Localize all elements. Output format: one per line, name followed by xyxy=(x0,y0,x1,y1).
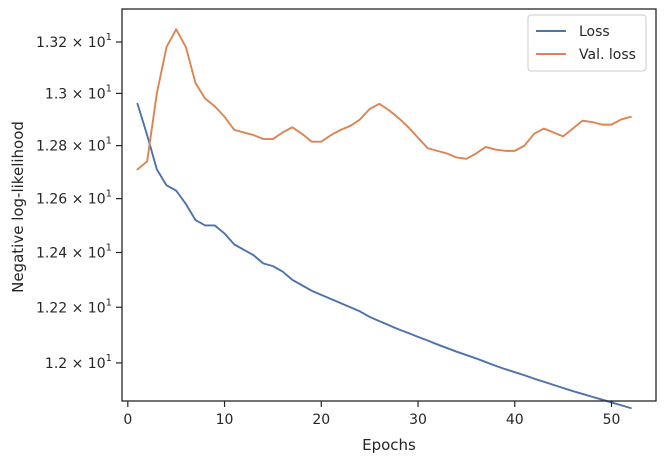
x-tick-label: 30 xyxy=(409,412,427,428)
axes-frame xyxy=(121,8,657,402)
x-tick-label: 10 xyxy=(216,412,234,428)
legend-label-val-loss: Val. loss xyxy=(579,47,636,63)
y-tick-label: 1.26 × 101 xyxy=(36,189,112,208)
y-tick-label: 1.24 × 101 xyxy=(36,243,112,262)
x-tick-label: 40 xyxy=(506,412,524,428)
x-tick-label: 50 xyxy=(603,412,621,428)
y-tick-label: 1.2 × 101 xyxy=(45,353,112,372)
y-axis-label: Negative log-likelihood xyxy=(9,121,27,293)
series-line-loss xyxy=(136,102,632,410)
x-tick-label: 20 xyxy=(312,412,330,428)
axes-layer: 0 10 20 30 40 50 1.2 × 101 1.22 × 101 1.24 × 101… xyxy=(36,8,657,428)
legend: Loss Val. loss xyxy=(527,14,647,72)
series-line-val-loss xyxy=(136,28,632,171)
plot-background xyxy=(122,9,656,401)
x-axis-label: Epochs xyxy=(362,436,416,454)
y-tick-label: 1.3 × 101 xyxy=(45,83,112,102)
legend-label-loss: Loss xyxy=(579,24,610,40)
x-tick-label: 0 xyxy=(123,412,132,428)
plot-area xyxy=(122,9,656,401)
legend-box xyxy=(527,14,647,72)
y-tick-label: 1.28 × 101 xyxy=(36,136,112,155)
y-tick-label: 1.32 × 101 xyxy=(36,32,112,51)
series-layer xyxy=(136,28,632,410)
y-tick-label: 1.22 × 101 xyxy=(36,297,112,316)
